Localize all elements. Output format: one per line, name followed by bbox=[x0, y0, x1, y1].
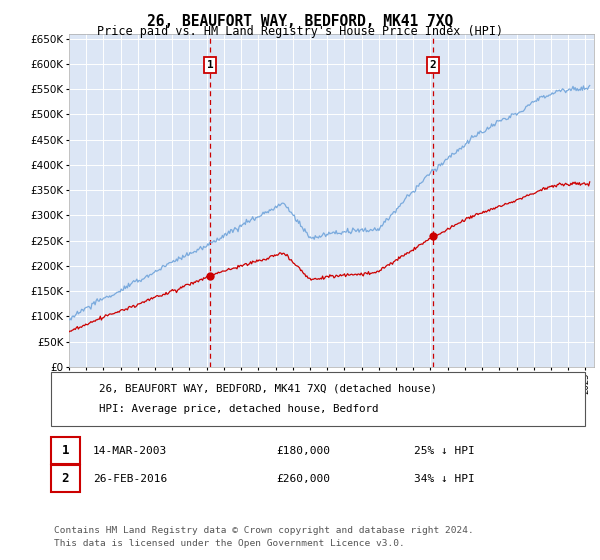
Text: 14-MAR-2003: 14-MAR-2003 bbox=[93, 446, 167, 456]
Text: 2: 2 bbox=[430, 60, 436, 70]
Text: 26, BEAUFORT WAY, BEDFORD, MK41 7XQ (detached house): 26, BEAUFORT WAY, BEDFORD, MK41 7XQ (det… bbox=[99, 384, 437, 394]
Text: Contains HM Land Registry data © Crown copyright and database right 2024.
This d: Contains HM Land Registry data © Crown c… bbox=[54, 526, 474, 548]
Text: 1: 1 bbox=[62, 444, 69, 458]
Text: 25% ↓ HPI: 25% ↓ HPI bbox=[414, 446, 475, 456]
Text: Price paid vs. HM Land Registry's House Price Index (HPI): Price paid vs. HM Land Registry's House … bbox=[97, 25, 503, 38]
Text: HPI: Average price, detached house, Bedford: HPI: Average price, detached house, Bedf… bbox=[99, 404, 379, 414]
Text: 2: 2 bbox=[62, 472, 69, 486]
Text: 26, BEAUFORT WAY, BEDFORD, MK41 7XQ: 26, BEAUFORT WAY, BEDFORD, MK41 7XQ bbox=[147, 14, 453, 29]
Text: £260,000: £260,000 bbox=[276, 474, 330, 484]
Text: 34% ↓ HPI: 34% ↓ HPI bbox=[414, 474, 475, 484]
Text: 1: 1 bbox=[206, 60, 214, 70]
Text: 26-FEB-2016: 26-FEB-2016 bbox=[93, 474, 167, 484]
Text: £180,000: £180,000 bbox=[276, 446, 330, 456]
